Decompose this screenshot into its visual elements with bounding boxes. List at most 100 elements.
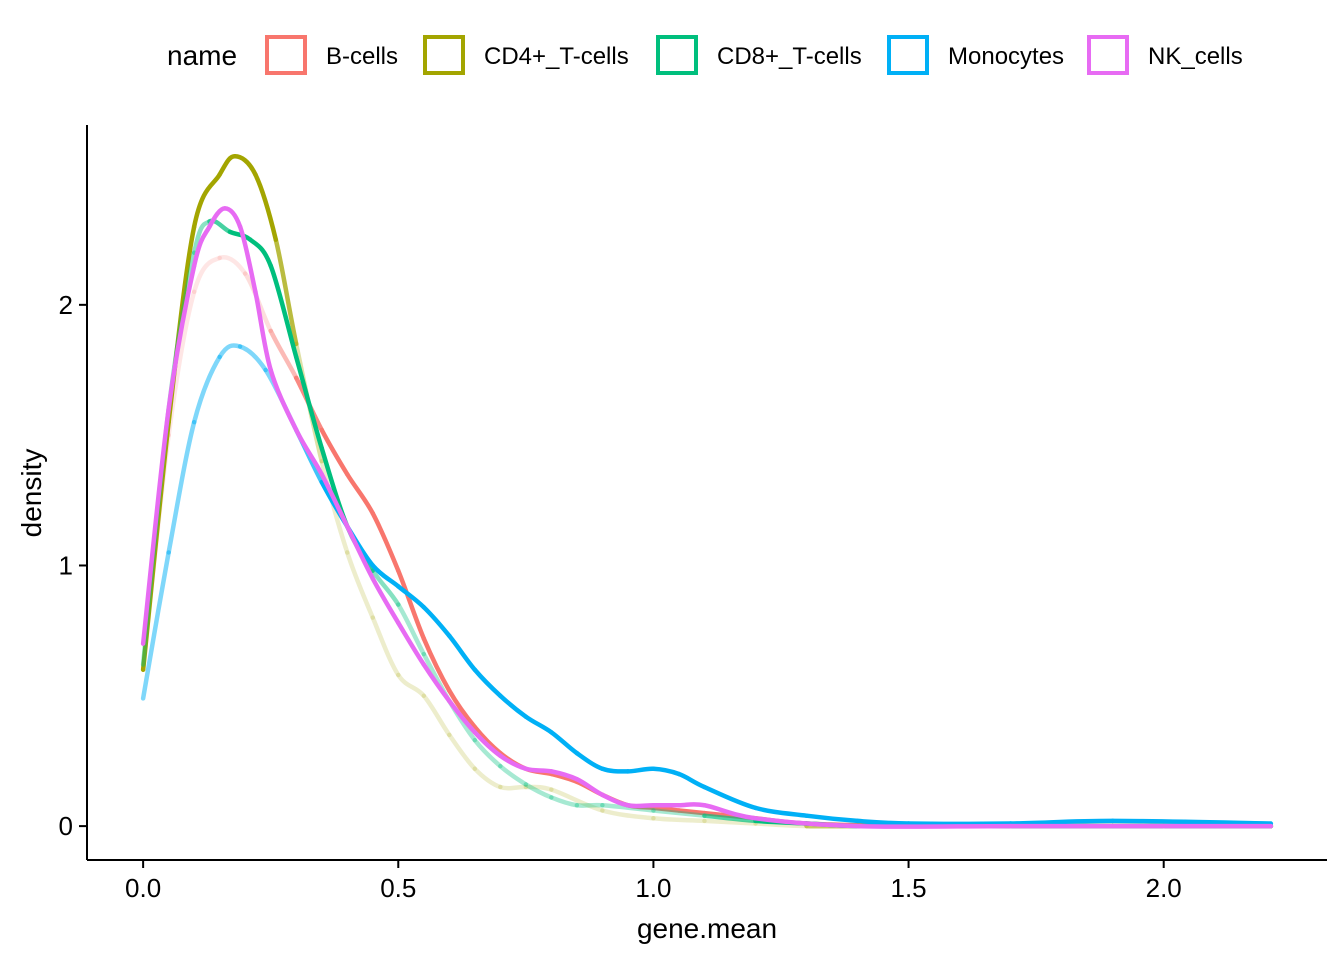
density-line-segment (472, 667, 503, 699)
series-nk-cells (140, 206, 1274, 829)
legend-label: CD8+_T-cells (717, 43, 862, 70)
density-line-segment (370, 568, 401, 607)
legend-key (1087, 35, 1129, 75)
density-line-segment (319, 472, 350, 529)
density-line-segment (370, 576, 401, 626)
density-line-segment (549, 730, 580, 756)
density-line-segment (702, 813, 758, 824)
density-line-segment (140, 406, 171, 646)
density-line-segment (1008, 818, 1115, 826)
legend: name B-cells CD4+_T-cells CD8+_T-cells Mono… (167, 35, 1243, 75)
legend-label: NK_cells (1148, 43, 1243, 70)
density-line-segment (676, 808, 707, 816)
legend-label: Monocytes (948, 43, 1064, 70)
y-tick-label: 0 (59, 811, 73, 841)
x-tick-label: 2.0 (1146, 873, 1182, 903)
density-line-segment (248, 237, 273, 268)
density-line-segment (549, 795, 580, 808)
density-line-segment (268, 328, 299, 381)
density-line-segment (855, 823, 1013, 829)
axes: 0.0 0.5 1.0 1.5 2.0 0 1 2 (59, 125, 1327, 903)
density-line-segment (472, 766, 503, 790)
density-line-segment (472, 724, 503, 756)
density-line-segment (855, 818, 911, 826)
density-line-segment (421, 693, 452, 738)
density-line-segment (396, 602, 427, 657)
density-line-segment (753, 805, 809, 818)
density-line-segment (293, 354, 324, 451)
density-line-segment (1110, 818, 1274, 826)
x-ticks: 0.0 0.5 1.0 1.5 2.0 (125, 860, 1182, 903)
y-axis-title: density (16, 449, 47, 538)
density-line-segment (574, 750, 605, 772)
density-line-segment (523, 782, 554, 800)
density-line-segment (344, 550, 376, 620)
density-line-segment (140, 550, 171, 701)
density-line-segment (600, 808, 656, 821)
density-line-segment (344, 524, 376, 581)
legend-key (887, 35, 929, 75)
density-line-segment (253, 172, 279, 242)
density-line-segment (625, 766, 656, 774)
density-line-segment (370, 563, 401, 589)
legend-key (265, 35, 307, 75)
density-line-segment (523, 766, 554, 774)
density-line-segment (498, 784, 529, 791)
legend-item: Monocytes (887, 35, 1064, 75)
density-line-segment (549, 787, 605, 813)
series-layer (140, 154, 1274, 829)
density-line-segment (753, 821, 809, 829)
density-line-segment (396, 584, 427, 610)
density-line-segment (217, 343, 243, 360)
density-line-segment (396, 620, 427, 667)
density-line-segment (273, 237, 299, 347)
density-line-segment (702, 784, 758, 811)
y-tick-label: 2 (59, 290, 73, 320)
density-line-segment (600, 803, 656, 813)
legend-item: NK_cells (1087, 35, 1243, 75)
x-axis-title: gene.mean (637, 913, 777, 944)
density-line-segment (191, 224, 212, 268)
density-line-segment (232, 154, 258, 177)
density-line-segment (676, 802, 707, 808)
x-tick-label: 0.5 (380, 873, 416, 903)
density-line-segment (268, 367, 299, 433)
series-cd4-t-cells (140, 154, 1274, 829)
density-line-segment (498, 693, 529, 719)
density-line-segment (447, 732, 478, 772)
density-line-segment (651, 808, 707, 818)
series-cd8-t-cells (140, 218, 1274, 829)
y-tick-label: 1 (59, 550, 73, 580)
density-line-segment (217, 254, 248, 276)
density-line-segment (421, 636, 452, 693)
density-line-segment (293, 427, 324, 477)
density-line-segment (600, 766, 631, 774)
density-line-segment (344, 472, 376, 516)
x-tick-label: 1.5 (890, 873, 926, 903)
density-line-segment (651, 766, 682, 777)
legend-title: name (167, 40, 237, 71)
density-line-segment (447, 698, 478, 735)
density-line-segment (237, 344, 268, 373)
density-line-segment (370, 511, 401, 573)
density-line-segment (191, 354, 222, 425)
density-line-segment (523, 714, 554, 735)
density-line-segment (523, 784, 554, 792)
legend-key (423, 35, 465, 75)
density-line-segment (574, 776, 605, 798)
density-line-segment (421, 662, 452, 704)
density-line-segment (702, 803, 758, 821)
legend-key (656, 35, 698, 75)
legend-item: B-cells (265, 35, 398, 75)
density-line-segment (191, 172, 222, 229)
density-line-segment (253, 289, 273, 373)
density-line-segment (222, 206, 243, 229)
density-line-segment (472, 730, 503, 758)
density-line-segment (447, 688, 478, 730)
density-line-segment (549, 769, 580, 782)
density-line-segment (237, 224, 258, 295)
density-line-segment (166, 263, 197, 412)
legend-label: CD4+_T-cells (484, 43, 629, 70)
density-line-segment (753, 816, 860, 829)
